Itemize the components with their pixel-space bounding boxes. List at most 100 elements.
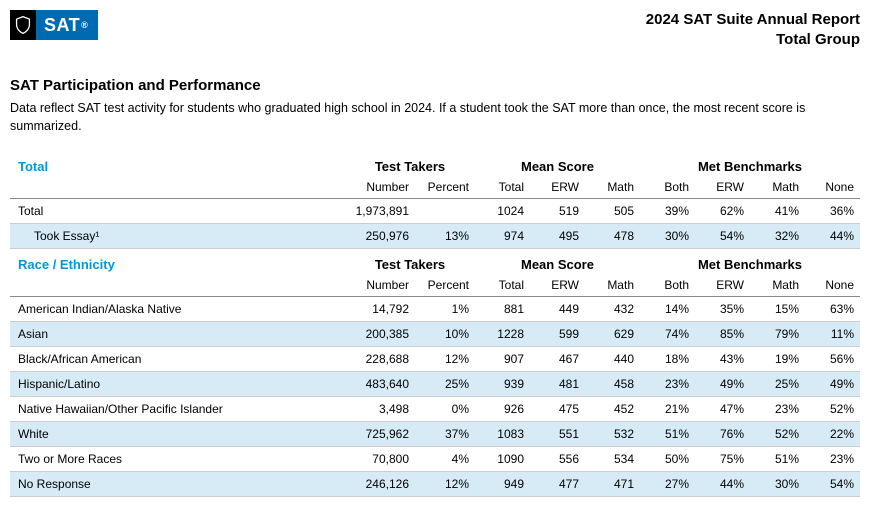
cell-bench-math: 30%	[750, 472, 805, 497]
col-total: Total	[475, 274, 530, 297]
cell-bench-math: 51%	[750, 447, 805, 472]
col-math: Math	[585, 176, 640, 199]
cell-math: 452	[585, 397, 640, 422]
col-none: None	[805, 176, 860, 199]
cell-math: 629	[585, 322, 640, 347]
row-label: Asian	[10, 322, 345, 347]
section-title: SAT Participation and Performance	[10, 77, 860, 94]
cell-percent: 12%	[415, 347, 475, 372]
cell-total: 881	[475, 297, 530, 322]
row-label: American Indian/Alaska Native	[10, 297, 345, 322]
group-heading: Race / Ethnicity	[10, 249, 345, 275]
col-math: Math	[585, 274, 640, 297]
cell-number: 228,688	[345, 347, 415, 372]
cell-math: 534	[585, 447, 640, 472]
cell-none: 22%	[805, 422, 860, 447]
logo: SAT®	[10, 10, 98, 40]
cell-math: 471	[585, 472, 640, 497]
data-table: TotalTest TakersMean ScoreMet Benchmarks…	[10, 151, 860, 497]
colgroup-test-takers: Test Takers	[345, 151, 475, 176]
row-label: Black/African American	[10, 347, 345, 372]
cell-percent: 4%	[415, 447, 475, 472]
cell-bench-erw: 49%	[695, 372, 750, 397]
cell-bench-erw: 47%	[695, 397, 750, 422]
col-bench-erw: ERW	[695, 176, 750, 199]
cell-bench-math: 25%	[750, 372, 805, 397]
row-label: Total	[10, 199, 345, 224]
cell-number: 70,800	[345, 447, 415, 472]
cell-total: 907	[475, 347, 530, 372]
report-title-line1: 2024 SAT Suite Annual Report	[646, 10, 860, 30]
cell-both: 27%	[640, 472, 695, 497]
cell-number: 483,640	[345, 372, 415, 397]
cell-none: 56%	[805, 347, 860, 372]
cell-math: 505	[585, 199, 640, 224]
group-heading: Total	[10, 151, 345, 176]
cell-math: 458	[585, 372, 640, 397]
cell-number: 1,973,891	[345, 199, 415, 224]
cell-bench-erw: 76%	[695, 422, 750, 447]
colgroup-test-takers: Test Takers	[345, 249, 475, 275]
cell-both: 14%	[640, 297, 695, 322]
cell-none: 36%	[805, 199, 860, 224]
colgroup-met-benchmarks: Met Benchmarks	[640, 151, 860, 176]
cell-percent: 37%	[415, 422, 475, 447]
cell-bench-math: 79%	[750, 322, 805, 347]
row-label: No Response	[10, 472, 345, 497]
cell-erw: 477	[530, 472, 585, 497]
cell-erw: 467	[530, 347, 585, 372]
cell-total: 949	[475, 472, 530, 497]
cell-bench-erw: 43%	[695, 347, 750, 372]
cell-math: 532	[585, 422, 640, 447]
col-number: Number	[345, 176, 415, 199]
col-total: Total	[475, 176, 530, 199]
cell-none: 23%	[805, 447, 860, 472]
row-label: White	[10, 422, 345, 447]
cell-erw: 495	[530, 224, 585, 249]
cell-bench-math: 19%	[750, 347, 805, 372]
cell-math: 478	[585, 224, 640, 249]
cell-none: 44%	[805, 224, 860, 249]
cell-total: 939	[475, 372, 530, 397]
cell-percent: 1%	[415, 297, 475, 322]
row-label: Native Hawaiian/Other Pacific Islander	[10, 397, 345, 422]
table-row: Asian200,38510%122859962974%85%79%11%	[10, 322, 860, 347]
cell-bench-math: 52%	[750, 422, 805, 447]
report-title: 2024 SAT Suite Annual Report Total Group	[646, 10, 860, 49]
cell-none: 54%	[805, 472, 860, 497]
cell-erw: 556	[530, 447, 585, 472]
cell-none: 52%	[805, 397, 860, 422]
cell-both: 30%	[640, 224, 695, 249]
table-row: Two or More Races70,8004%109055653450%75…	[10, 447, 860, 472]
cell-erw: 449	[530, 297, 585, 322]
cell-number: 3,498	[345, 397, 415, 422]
logo-text: SAT®	[36, 10, 98, 40]
cell-none: 11%	[805, 322, 860, 347]
cell-both: 51%	[640, 422, 695, 447]
cell-erw: 551	[530, 422, 585, 447]
cell-math: 440	[585, 347, 640, 372]
colgroup-mean-score: Mean Score	[475, 249, 640, 275]
cell-bench-erw: 85%	[695, 322, 750, 347]
cell-both: 18%	[640, 347, 695, 372]
section-description: Data reflect SAT test activity for stude…	[10, 100, 860, 135]
row-label: Took Essay¹	[10, 224, 345, 249]
group-header-row: Race / EthnicityTest TakersMean ScoreMet…	[10, 249, 860, 275]
cell-number: 200,385	[345, 322, 415, 347]
cell-bench-math: 23%	[750, 397, 805, 422]
table-row: Hispanic/Latino483,64025%93948145823%49%…	[10, 372, 860, 397]
page-header: SAT® 2024 SAT Suite Annual Report Total …	[10, 10, 860, 49]
col-none: None	[805, 274, 860, 297]
cell-both: 39%	[640, 199, 695, 224]
table-row: Total1,973,891102451950539%62%41%36%	[10, 199, 860, 224]
col-percent: Percent	[415, 176, 475, 199]
cell-none: 63%	[805, 297, 860, 322]
cell-total: 1083	[475, 422, 530, 447]
cell-erw: 519	[530, 199, 585, 224]
table-row: American Indian/Alaska Native14,7921%881…	[10, 297, 860, 322]
cell-bench-erw: 44%	[695, 472, 750, 497]
cell-number: 246,126	[345, 472, 415, 497]
cell-none: 49%	[805, 372, 860, 397]
cell-both: 23%	[640, 372, 695, 397]
col-erw: ERW	[530, 274, 585, 297]
